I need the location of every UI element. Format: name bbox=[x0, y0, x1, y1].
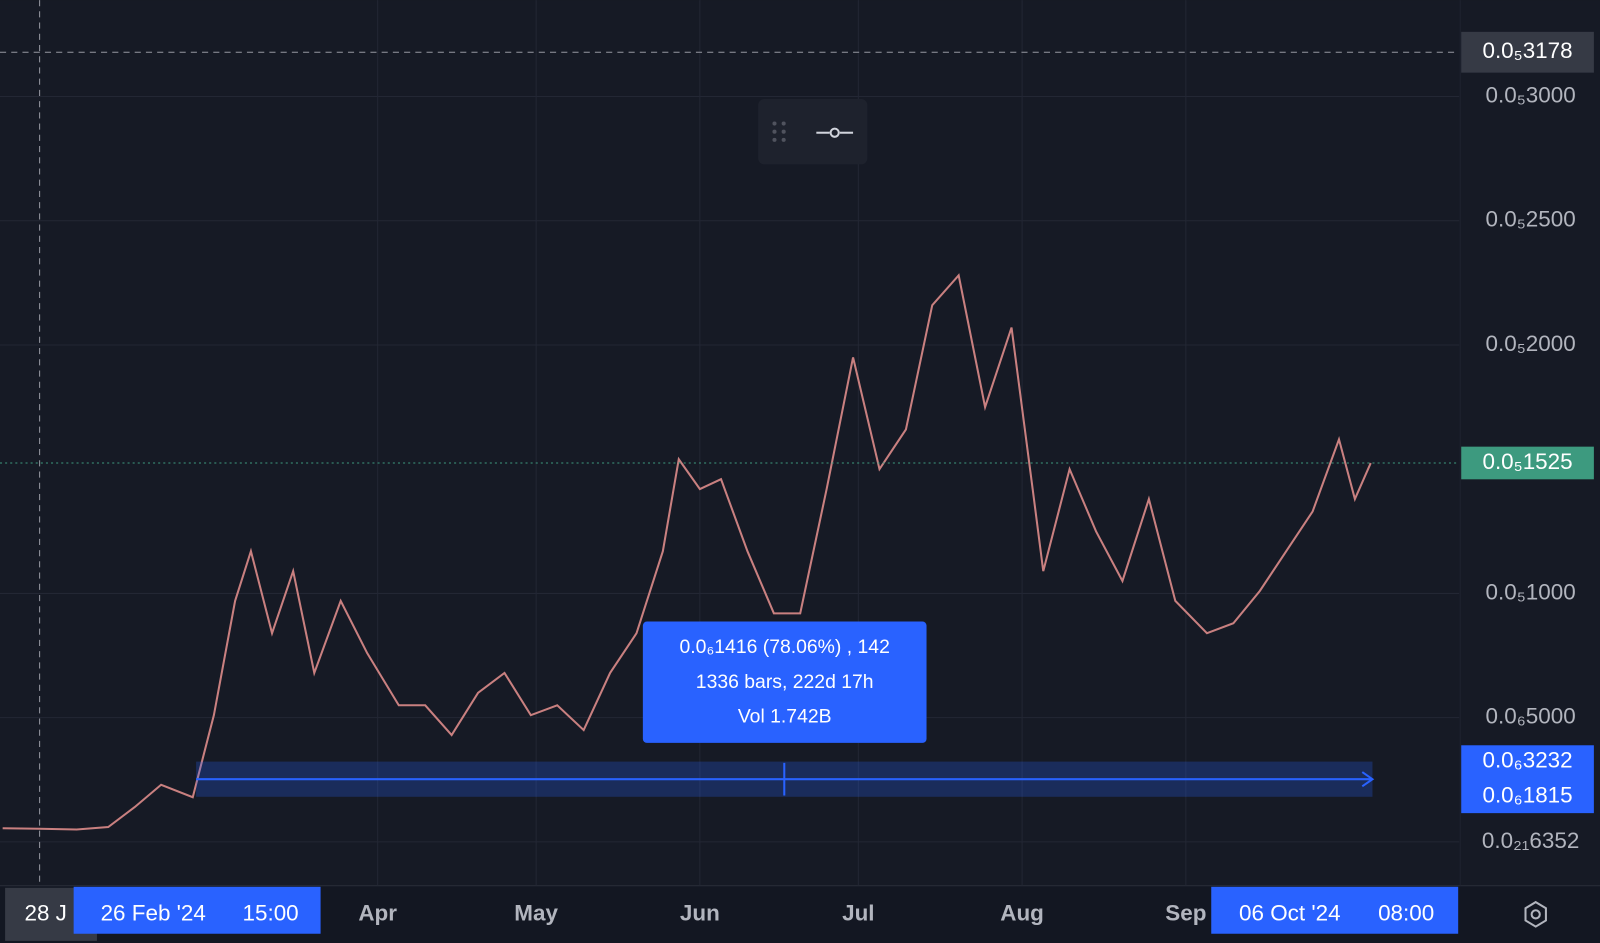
measure-start-date: 26 Feb '24 bbox=[101, 900, 206, 925]
y-tick-label: 0.0₆5000 bbox=[1486, 704, 1576, 729]
last-price-label: 0.0₅1525 bbox=[1482, 449, 1572, 474]
y-tick-label: 0.0₅3000 bbox=[1486, 82, 1576, 107]
y-tick-label: 0.0₅2500 bbox=[1486, 207, 1576, 232]
measure-end-time: 08:00 bbox=[1378, 900, 1434, 925]
y-tick-label: 0.0₅2000 bbox=[1486, 331, 1576, 356]
crosshair-y-badge bbox=[1461, 31, 1594, 73]
drag-handle[interactable] bbox=[772, 121, 786, 142]
price-line bbox=[2, 273, 1372, 831]
last-price-badge bbox=[1461, 446, 1594, 480]
settings-icon[interactable] bbox=[1524, 900, 1547, 928]
crosshair-x-label: 28 J bbox=[24, 900, 66, 925]
tooltip-line: 0.0₆1416 (78.06%) , 142 bbox=[680, 636, 890, 658]
grid bbox=[0, 0, 1460, 886]
measure-y-badge bbox=[1461, 745, 1594, 814]
crosshair-y-label: 0.0₅3178 bbox=[1482, 38, 1572, 63]
toolbar-bg bbox=[758, 99, 868, 165]
x-tick-label: Aug bbox=[1000, 900, 1044, 925]
tooltip-line: Vol 1.742B bbox=[738, 706, 832, 728]
x-tick-label: Jul bbox=[842, 900, 874, 925]
floating-toolbar[interactable] bbox=[758, 99, 868, 165]
measure-tooltip bbox=[642, 621, 927, 743]
y-tick-label: 0.0₂₁6352 bbox=[1482, 828, 1579, 853]
plot bbox=[2, 273, 1372, 831]
measure-end-badge bbox=[1211, 886, 1459, 934]
tooltip-line: 1336 bars, 222d 17h bbox=[696, 671, 874, 693]
measure-end-date: 06 Oct '24 bbox=[1239, 900, 1341, 925]
measure-start-time: 15:00 bbox=[243, 900, 299, 925]
line-tool-icon[interactable] bbox=[816, 127, 854, 138]
measure-arrowhead bbox=[1361, 771, 1375, 788]
measure-start-badge bbox=[73, 886, 321, 934]
x-tick-label: May bbox=[514, 900, 558, 925]
measure-low-label: 0.0₆1815 bbox=[1482, 783, 1572, 808]
x-tick-label: Sep bbox=[1165, 900, 1206, 925]
y-tick-label: 0.0₅1000 bbox=[1486, 579, 1576, 604]
measure-high-label: 0.0₆3232 bbox=[1482, 748, 1572, 773]
x-tick-label: Jun bbox=[680, 900, 720, 925]
x-tick-label: Apr bbox=[358, 900, 397, 925]
